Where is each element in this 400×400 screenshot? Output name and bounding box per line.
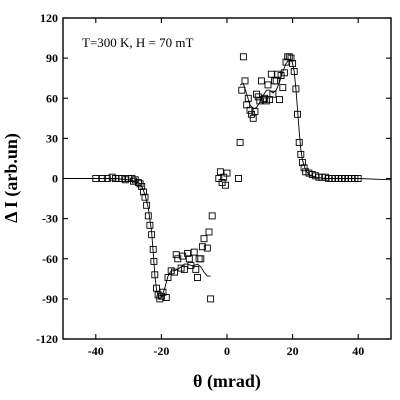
data-point <box>221 181 229 189</box>
data-point <box>149 245 157 253</box>
data-point <box>295 138 303 146</box>
y-tick-label: 60 <box>46 91 58 105</box>
data-point <box>354 175 362 182</box>
axis-ticks: -40 -20 0 20 40 -120 -90 -60 -30 0 30 60 90 120 <box>36 11 391 358</box>
data-point <box>138 183 146 190</box>
y-tick-label: -90 <box>42 292 58 306</box>
data-point <box>269 90 277 98</box>
data-point <box>264 81 272 89</box>
data-point <box>190 248 198 256</box>
x-tick-label: 40 <box>352 344 364 358</box>
y-tick-label: -120 <box>36 332 58 346</box>
data-point <box>171 268 178 276</box>
data-point <box>285 53 293 61</box>
y-tick-label: 90 <box>46 51 58 65</box>
data-point <box>153 284 160 292</box>
x-tick-label: 0 <box>224 344 230 358</box>
data-point <box>236 138 244 146</box>
data-point <box>280 69 288 77</box>
y-tick-label: 30 <box>46 131 58 145</box>
data-point <box>172 251 180 259</box>
data-point <box>271 77 279 85</box>
data-point <box>272 77 280 85</box>
y-tick-label: 120 <box>40 11 58 25</box>
y-tick-label: 0 <box>52 172 58 186</box>
x-tick-label: 20 <box>287 344 299 358</box>
data-point <box>198 243 206 251</box>
data-point <box>180 265 188 273</box>
data-point <box>249 114 257 122</box>
data-point <box>297 150 305 158</box>
data-point <box>164 274 172 281</box>
data-point <box>130 177 137 185</box>
x-axis-label: θ (mrad) <box>193 371 261 392</box>
temperature-field-annotation: T=300 K, H = 70 mT <box>82 35 193 50</box>
data-point <box>267 70 275 78</box>
data-point <box>241 77 249 85</box>
data-point <box>300 164 308 172</box>
data-point <box>185 255 193 263</box>
data-point <box>151 271 159 279</box>
data-point <box>141 193 149 201</box>
data-point <box>200 235 208 243</box>
data-point <box>187 261 195 269</box>
data-point <box>146 221 154 229</box>
data-point <box>290 68 298 75</box>
data-point <box>235 175 242 182</box>
x-tick-label: -20 <box>153 344 169 358</box>
data-point <box>251 108 259 116</box>
fit-curve <box>63 178 211 300</box>
data-point <box>203 244 211 252</box>
data-point <box>292 85 300 93</box>
data-point <box>294 110 301 118</box>
data-point <box>144 212 152 220</box>
x-tick-label: -40 <box>88 344 104 358</box>
data-point <box>246 106 254 114</box>
data-point <box>208 212 216 220</box>
data-point <box>298 158 306 166</box>
data-point <box>257 77 265 85</box>
y-tick-label: -60 <box>42 252 58 266</box>
data-point <box>197 255 205 263</box>
data-point <box>276 96 283 104</box>
data-point <box>287 54 295 62</box>
data-point <box>103 175 111 182</box>
data-point <box>148 231 156 239</box>
data-point <box>194 274 201 281</box>
data-point <box>184 249 192 257</box>
data-point <box>139 188 147 196</box>
data-point <box>157 292 165 300</box>
data-point <box>289 60 297 67</box>
data-points <box>92 53 362 303</box>
data-point <box>239 53 247 61</box>
data-point <box>279 84 287 92</box>
data-point <box>192 265 200 273</box>
data-point <box>207 295 215 303</box>
data-point <box>143 201 151 209</box>
data-point <box>244 94 252 102</box>
data-point <box>195 255 203 263</box>
data-point <box>238 86 246 94</box>
data-point <box>205 228 213 236</box>
data-point <box>92 175 100 182</box>
data-point <box>223 169 231 177</box>
data-point <box>162 294 170 301</box>
y-tick-label: -30 <box>42 212 58 226</box>
data-point <box>98 175 106 182</box>
y-axis-label: Δ I (arb.un) <box>1 133 22 223</box>
data-point <box>150 257 158 265</box>
